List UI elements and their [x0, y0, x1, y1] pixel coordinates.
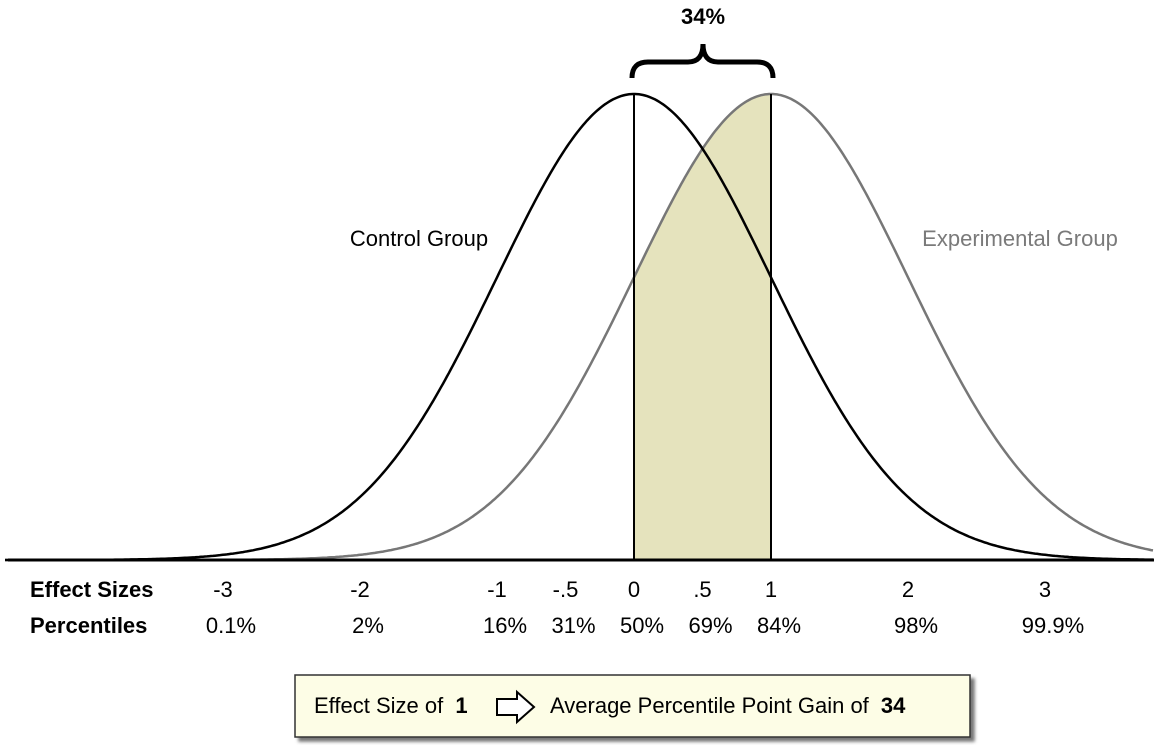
callout-effect: 1: [455, 693, 467, 718]
shaded-region: [634, 94, 771, 560]
callout-trail: Average Percentile Point Gain of: [550, 693, 870, 718]
scale: -3 0.1% -2 2% -1 16% -.5 31% 0 50% .5 69% 1 84% 2 98% 3 9…: [206, 577, 1084, 638]
effect-size: -.5: [553, 577, 579, 602]
effect-size: -2: [350, 577, 370, 602]
experimental-curve: [5, 92, 1154, 562]
percentile: 31%: [551, 613, 595, 638]
percentile: 99.9%: [1022, 613, 1084, 638]
callout-left: Effect Size of 1: [314, 693, 468, 718]
effect-size: 0: [628, 577, 640, 602]
curves: [5, 92, 1154, 562]
effect-size: -1: [487, 577, 507, 602]
control-curve: [5, 92, 1153, 562]
control-label: Control Group: [350, 226, 488, 251]
effect-size: -3: [213, 577, 233, 602]
arrow: [496, 689, 536, 725]
percentile: 98%: [894, 613, 938, 638]
effect-size: 3: [1039, 577, 1051, 602]
percentile: 50%: [620, 613, 664, 638]
experimental-label: Experimental Group: [922, 226, 1118, 251]
effect-size: 1: [765, 577, 777, 602]
callout-box: [294, 674, 971, 738]
effect-size: .5: [693, 577, 711, 602]
row-label: Percentiles: [30, 613, 147, 638]
percentile: 84%: [757, 613, 801, 638]
percentile: 0.1%: [206, 613, 256, 638]
callout-lead: Effect Size of: [314, 693, 444, 718]
gain-title: 34%: [681, 4, 725, 29]
callout-gain: 34: [881, 693, 906, 718]
effect-size: 2: [902, 577, 914, 602]
percentile: 16%: [483, 613, 527, 638]
percentile: 2%: [352, 613, 384, 638]
brace: [629, 43, 776, 79]
percentile: 69%: [688, 613, 732, 638]
row-label: Effect Sizes: [30, 577, 154, 602]
callout-right: Average Percentile Point Gain of 34: [550, 693, 906, 718]
